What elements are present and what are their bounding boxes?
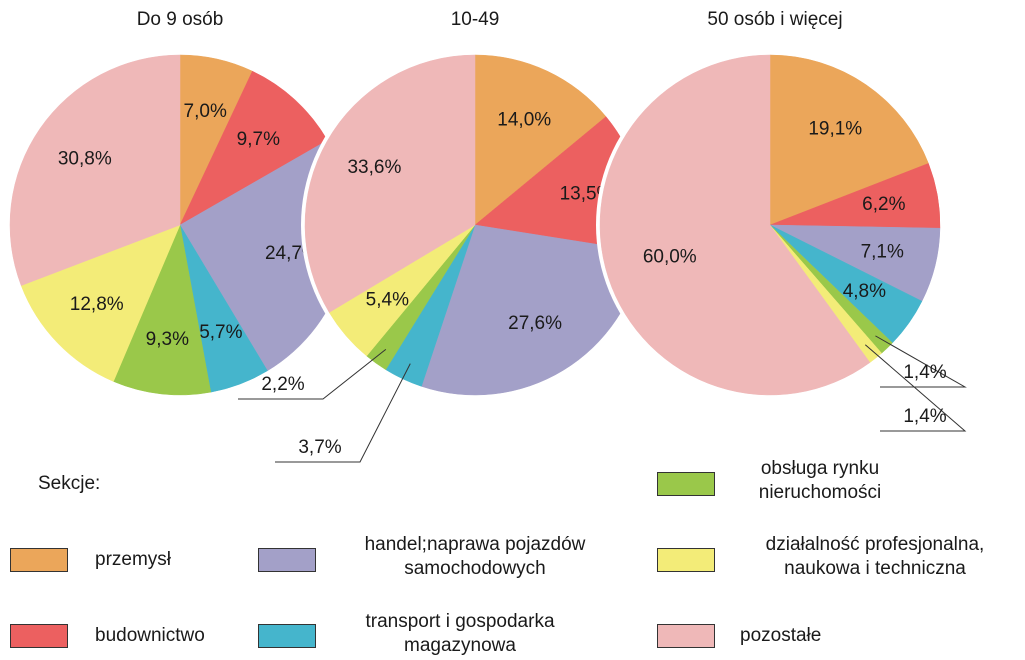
slice-label: 30,8% bbox=[58, 148, 112, 169]
legend-swatch bbox=[258, 624, 316, 648]
slice-label: 7,0% bbox=[184, 101, 227, 122]
legend-swatch bbox=[657, 624, 715, 648]
slice-label: 7,1% bbox=[861, 242, 904, 263]
legend-swatch bbox=[258, 548, 316, 572]
slice-label: 60,0% bbox=[643, 247, 697, 268]
legend-swatch bbox=[10, 624, 68, 648]
legend-label: obsługa rynku nieruchomości bbox=[758, 458, 882, 503]
slice-label: 5,4% bbox=[366, 289, 409, 310]
pie-title: 50 osób i więcej bbox=[707, 9, 842, 30]
slice-label: 27,6% bbox=[508, 313, 562, 334]
legend-label: handel;naprawa pojazdów samochodowych bbox=[364, 534, 586, 579]
legend-title: Sekcje: bbox=[38, 473, 101, 494]
slice-label: 1,4% bbox=[903, 406, 946, 427]
slice-label: 14,0% bbox=[497, 109, 551, 130]
legend-label: działalność profesjonalna, naukowa i tec… bbox=[765, 534, 985, 579]
leader-line bbox=[238, 348, 387, 400]
slice-label: 5,7% bbox=[199, 322, 242, 343]
slice-label: 2,2% bbox=[261, 374, 304, 395]
pie-slice bbox=[599, 54, 871, 396]
pie-slice bbox=[113, 224, 212, 396]
leader-line bbox=[275, 363, 411, 463]
slice-label: 6,2% bbox=[862, 194, 905, 215]
leader-line bbox=[864, 344, 967, 432]
pie-title: Do 9 osób bbox=[137, 9, 224, 30]
leader-line bbox=[875, 335, 967, 388]
slice-label: 1,4% bbox=[903, 362, 946, 383]
slice-label: 19,1% bbox=[808, 119, 862, 140]
slice-label: 9,3% bbox=[146, 329, 189, 350]
legend-label: budownictwo bbox=[95, 625, 205, 646]
slice-label: 33,6% bbox=[347, 157, 401, 178]
pie-slice bbox=[769, 54, 929, 226]
legend-swatch bbox=[10, 548, 68, 572]
legend-label: transport i gospodarka magazynowa bbox=[365, 611, 555, 656]
legend-swatch bbox=[657, 548, 715, 572]
slice-label: 12,8% bbox=[70, 294, 124, 315]
slice-label: 3,7% bbox=[298, 437, 341, 458]
slice-label: 9,7% bbox=[237, 129, 280, 150]
legend-swatch bbox=[657, 472, 715, 496]
legend-label: przemysł bbox=[95, 549, 172, 570]
legend-label: pozostałe bbox=[740, 625, 822, 646]
pie-slice bbox=[304, 54, 476, 313]
slice-label: 4,8% bbox=[843, 281, 886, 302]
pie-slice bbox=[474, 54, 607, 226]
pie-slice bbox=[9, 54, 181, 286]
pie-title: 10-49 bbox=[451, 9, 500, 30]
pie-slice bbox=[20, 224, 181, 382]
